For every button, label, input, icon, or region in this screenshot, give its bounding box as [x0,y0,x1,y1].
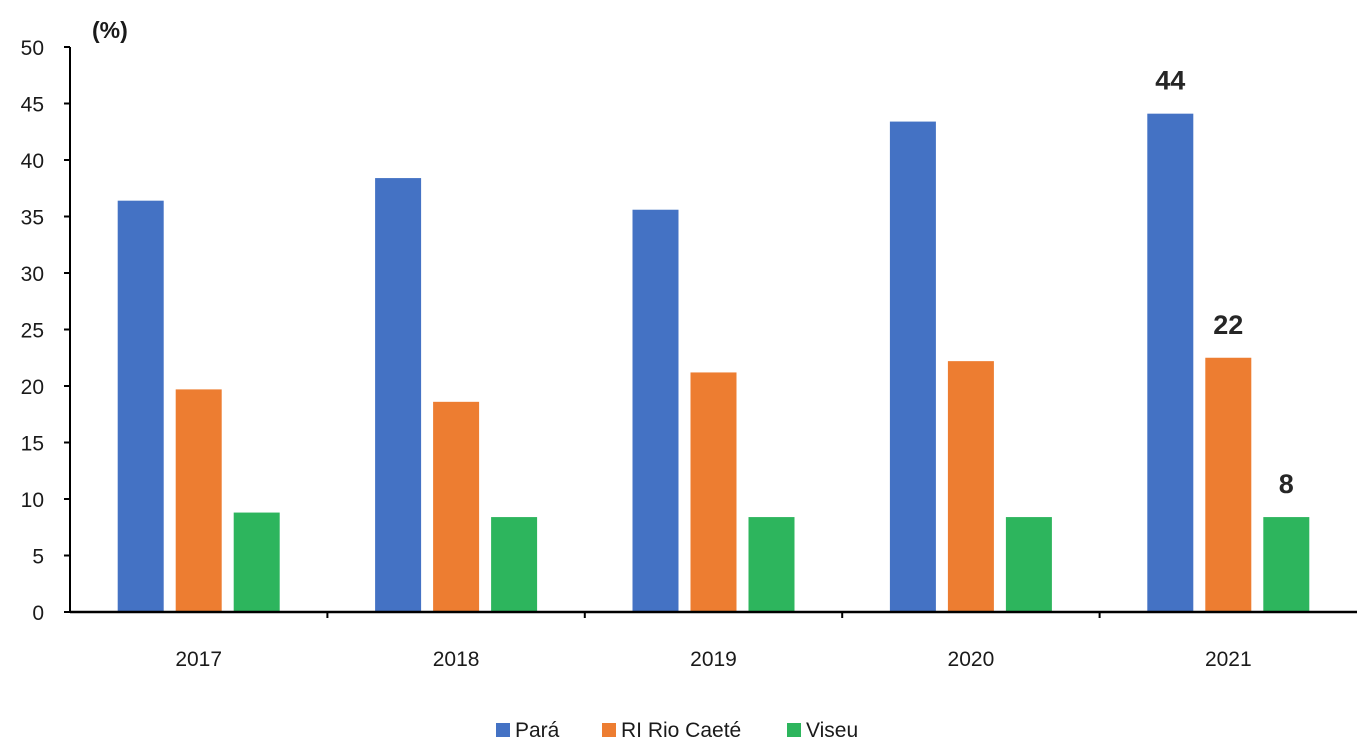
x-tick-label: 2017 [175,648,222,671]
bar [1205,357,1252,612]
bar [1147,113,1194,613]
y-unit-label: (%) [92,17,128,43]
bar [233,512,280,612]
bars [117,113,1310,613]
legend-label: RI Rio Caeté [621,719,741,742]
bar [632,209,679,612]
data-label: 22 [1213,310,1243,340]
x-tick-label: 2021 [1205,648,1252,671]
y-tick-label: 45 [21,94,44,117]
bar [748,517,795,612]
y-tick-label: 5 [32,546,44,569]
bar [1005,517,1052,612]
bar [889,121,936,612]
data-labels: 44 22 8 [1155,66,1294,499]
legend-label: Pará [515,719,560,742]
legend: Pará RI Rio Caeté Viseu [496,719,858,742]
legend-swatch [602,723,616,737]
bar [947,361,994,612]
x-tick-label: 2020 [948,648,995,671]
bar [1263,517,1310,612]
data-label: 8 [1279,469,1294,499]
y-tick-label: 10 [21,489,44,512]
legend-swatch [787,723,801,737]
y-tick-label: 0 [32,602,44,625]
y-axis: 0 5 10 15 20 25 30 35 40 45 50 [21,37,71,625]
bar [117,200,164,612]
bar [175,389,222,612]
x-tick-label: 2019 [690,648,737,671]
y-tick-label: 50 [21,37,44,60]
bar [433,401,480,612]
y-tick-label: 30 [21,263,44,286]
data-label: 44 [1155,66,1185,96]
bar [375,178,422,612]
y-tick-label: 20 [21,376,44,399]
x-tick-label: 2018 [433,648,480,671]
y-tick-label: 25 [21,320,44,343]
y-tick-label: 15 [21,433,44,456]
bar [491,517,538,612]
legend-swatch [496,723,510,737]
x-axis: 2017 2018 2019 2020 2021 [70,610,1357,671]
legend-label: Viseu [806,719,858,742]
y-tick-label: 35 [21,207,44,230]
y-tick-label: 40 [21,150,44,173]
bar [690,372,737,612]
